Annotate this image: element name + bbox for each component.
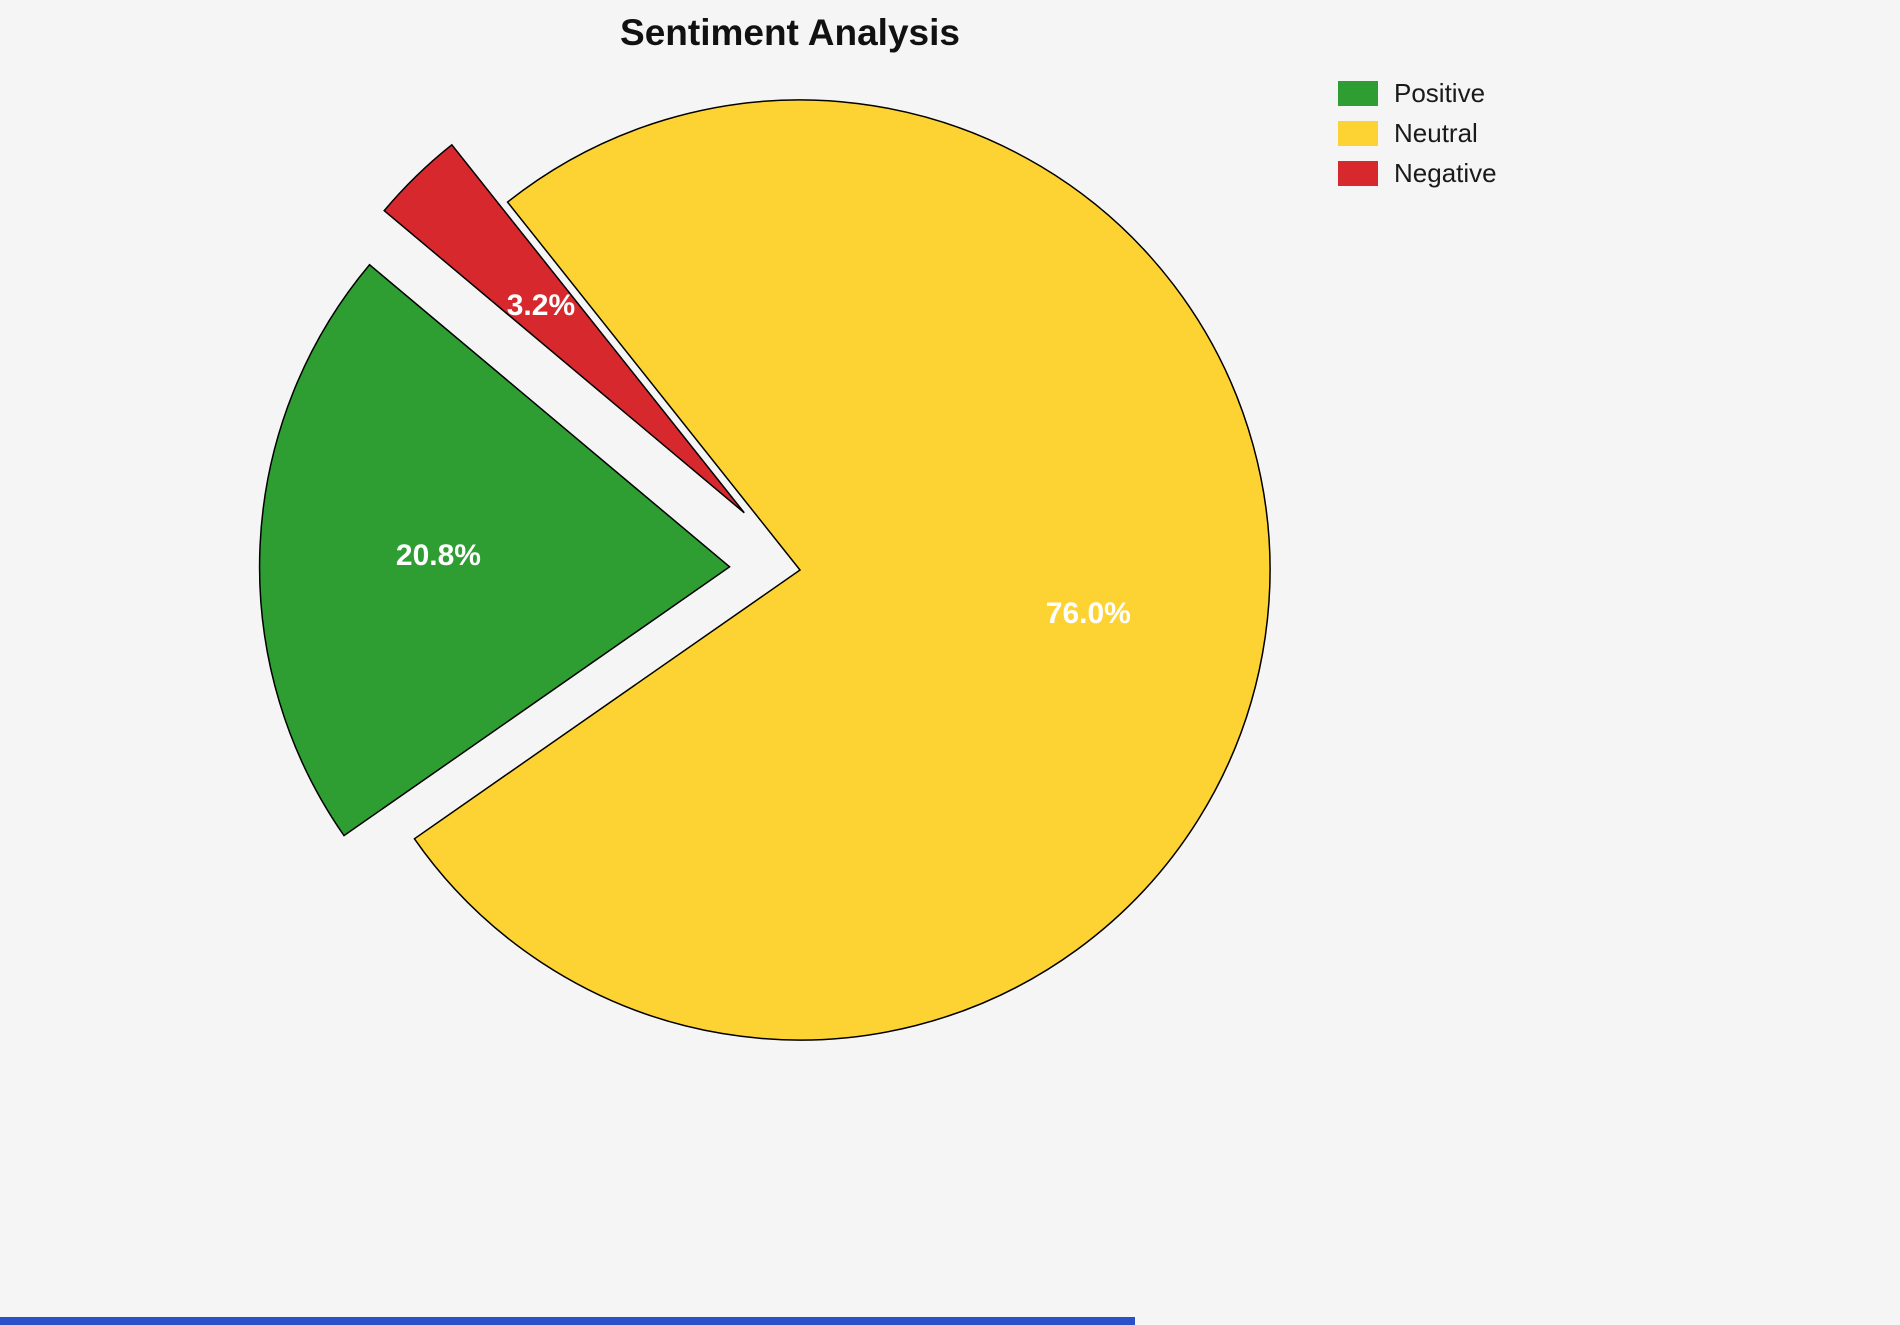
legend-swatch-negative: [1338, 160, 1378, 186]
legend-swatch-neutral: [1338, 120, 1378, 146]
legend: Positive Neutral Negative: [1338, 80, 1497, 186]
legend-swatch-positive: [1338, 80, 1378, 106]
pie-slice-positive: [258, 263, 731, 837]
legend-item-positive: Positive: [1338, 80, 1497, 106]
pie-slice-neutral: [413, 99, 1271, 1041]
chart-title: Sentiment Analysis: [620, 12, 960, 53]
pct-label-neutral: 76.0%: [1046, 597, 1131, 630]
pie-slice-negative: [383, 143, 745, 514]
bottom-edge-bar: [0, 1317, 1135, 1325]
legend-item-negative: Negative: [1338, 160, 1497, 186]
pct-label-negative: 3.2%: [507, 289, 575, 322]
legend-label-neutral: Neutral: [1394, 118, 1478, 148]
legend-item-neutral: Neutral: [1338, 120, 1497, 146]
legend-label-negative: Negative: [1394, 158, 1497, 188]
legend-label-positive: Positive: [1394, 78, 1486, 108]
pct-label-positive: 20.8%: [396, 539, 481, 572]
